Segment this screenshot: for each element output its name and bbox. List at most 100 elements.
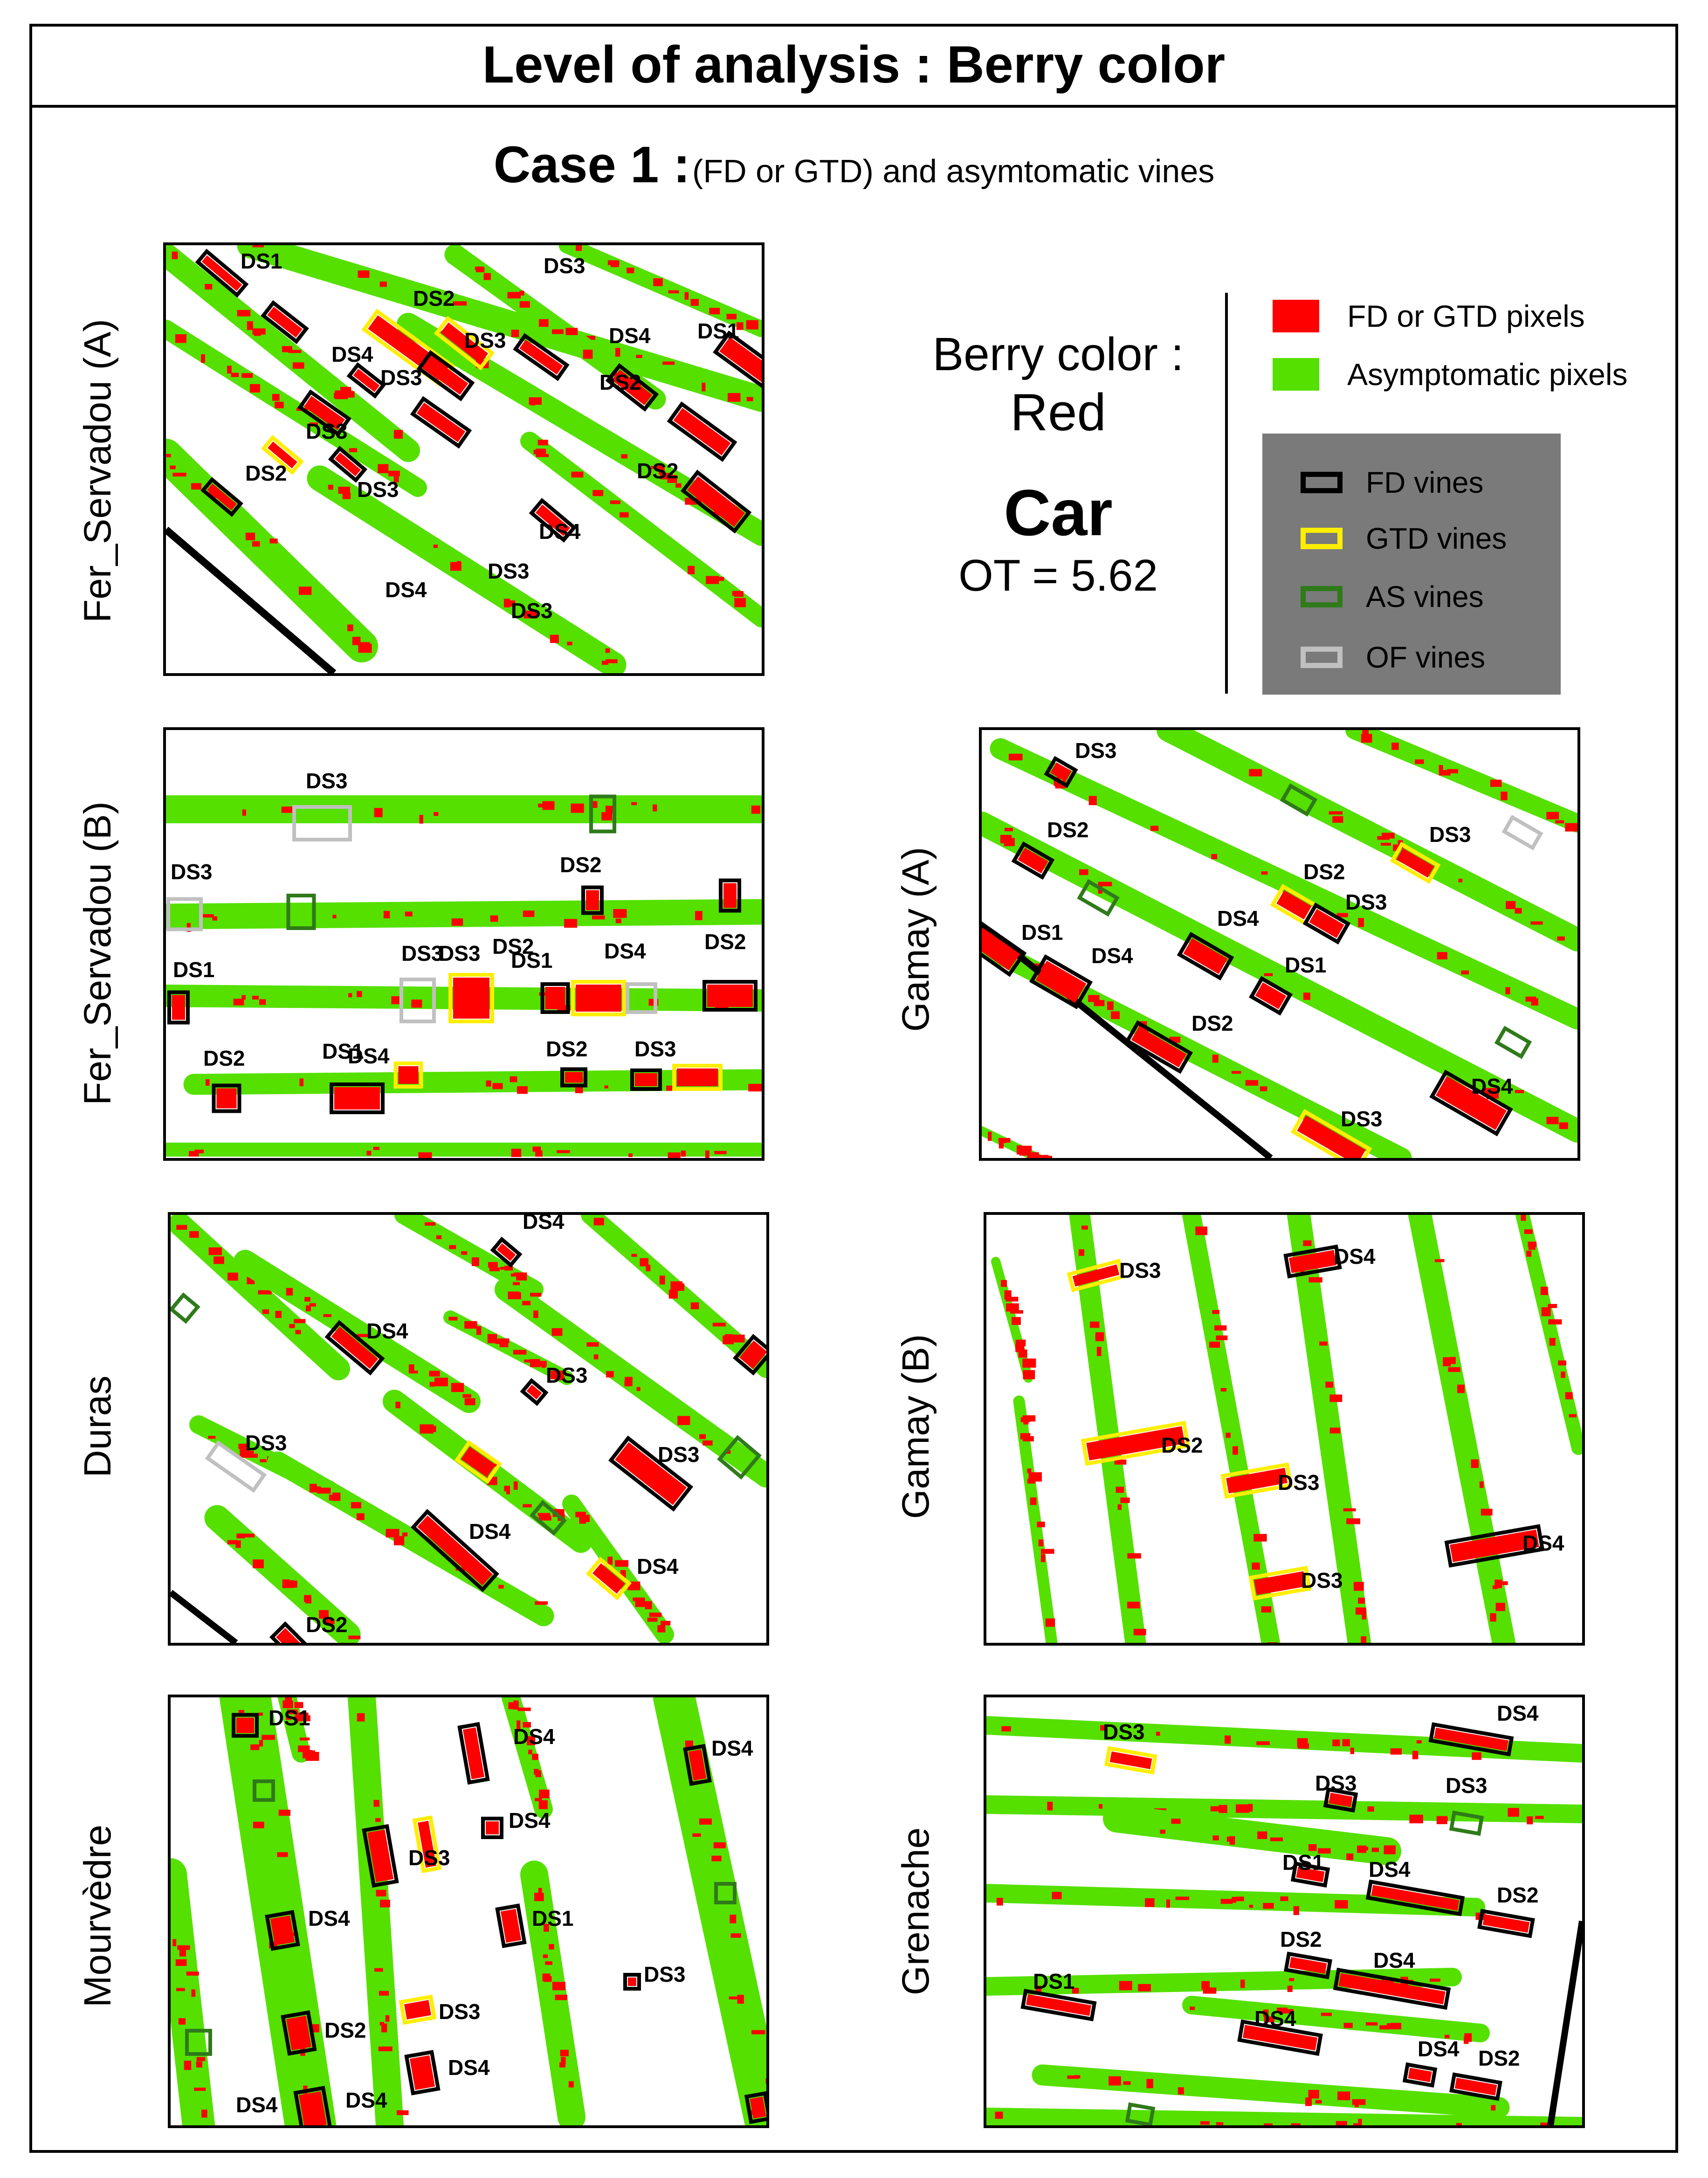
symptom-pixel-cluster	[545, 1961, 553, 1965]
symptom-pixel-cluster	[517, 1720, 521, 1730]
symptom-pixel-cluster	[713, 1842, 726, 1848]
ds-tag: DS4	[1217, 906, 1259, 930]
symptom-pixel-cluster	[1226, 1433, 1231, 1438]
symptom-pixel-cluster	[1391, 742, 1399, 750]
symptom-pixel-cluster	[1171, 1819, 1181, 1824]
vine-symptom-fill	[719, 337, 762, 386]
symptom-pixel-cluster	[1232, 1896, 1237, 1903]
symptom-pixel-cluster	[605, 648, 610, 653]
symptom-pixel-cluster	[610, 500, 620, 504]
symptom-pixel-cluster	[1010, 1310, 1023, 1314]
vine-box	[589, 794, 616, 834]
label-mourvedre: Mourvèdre	[76, 1825, 119, 2007]
vine-symptom-fill	[299, 2091, 327, 2125]
symptom-pixel-cluster	[1546, 812, 1559, 820]
symptom-pixel-cluster	[1297, 1738, 1308, 1747]
symptom-pixel-cluster	[241, 995, 246, 1000]
symptom-pixel-cluster	[604, 1085, 608, 1089]
symptom-pixel-cluster	[657, 1625, 666, 1633]
legend-gtd-vines: GTD vines	[1301, 521, 1507, 556]
symptom-pixel-cluster	[1526, 1250, 1532, 1257]
symptom-pixel-cluster	[1252, 1562, 1260, 1570]
ds-tag: DS3	[357, 477, 399, 502]
symptom-pixel-cluster	[1280, 1896, 1288, 1901]
as-vines-label: AS vines	[1366, 580, 1484, 613]
symptom-pixel-cluster	[568, 2081, 574, 2088]
symptom-pixel-cluster	[659, 1275, 665, 1285]
vine-box	[261, 300, 309, 345]
symptom-pixel-cluster	[1023, 1421, 1029, 1425]
legend-divider	[1225, 293, 1228, 694]
vine-box	[481, 1817, 503, 1839]
vine-box	[1449, 1810, 1484, 1836]
vine-row-vegetation	[1103, 1805, 1401, 1865]
symptom-pixel-cluster	[1004, 827, 1013, 832]
vine-box	[281, 2010, 317, 2056]
symptom-pixel-cluster	[1308, 2090, 1319, 2099]
symptom-pixel-cluster	[1109, 2076, 1121, 2086]
vine-box	[714, 1882, 737, 1904]
vine-symptom-fill	[707, 985, 753, 1007]
symptom-pixel-cluster	[332, 1492, 341, 1501]
symptom-pixel-cluster	[1358, 1598, 1365, 1604]
symptom-pixel-cluster	[278, 1809, 290, 1816]
vine-symptom-fill	[1288, 1250, 1337, 1273]
symptom-pixel-cluster	[253, 1559, 264, 1569]
symptom-pixel-cluster	[1558, 1360, 1566, 1366]
vine-symptom-fill	[1454, 2078, 1497, 2095]
symptom-pixel-cluster	[172, 251, 178, 259]
ds-tag: DS4	[469, 1519, 511, 1544]
symptom-pixel-cluster	[1309, 1844, 1317, 1851]
ds-tag: DS4	[509, 1808, 551, 1833]
symptom-pixel-cluster	[1261, 871, 1268, 875]
symptom-pixel-cluster	[532, 1753, 538, 1760]
vine-box	[1284, 1951, 1332, 1979]
vine-box	[1494, 1026, 1532, 1059]
symptom-pixel-cluster	[227, 1540, 239, 1544]
grape-code: Car	[1004, 476, 1113, 549]
symptom-pixel-cluster	[677, 1416, 690, 1425]
symptom-pixel-cluster	[448, 1316, 458, 1321]
vine-row-vegetation	[520, 432, 762, 627]
symptom-pixel-cluster	[405, 911, 413, 917]
symptom-pixel-cluster	[1127, 1553, 1141, 1559]
symptom-pixel-cluster	[175, 334, 186, 343]
symptom-pixel-cluster	[393, 476, 399, 482]
ds-tag: DS1	[1021, 920, 1063, 944]
symptom-pixel-cluster	[1303, 993, 1310, 1000]
symptom-pixel-cluster	[751, 2030, 765, 2034]
symptom-pixel-cluster	[357, 1334, 369, 1337]
boundary-line	[171, 1590, 238, 1643]
symptom-pixel-cluster	[1367, 1806, 1374, 1812]
vine-box	[1283, 1244, 1342, 1279]
symptom-pixel-cluster	[592, 915, 605, 920]
vine-symptom-fill	[1109, 1751, 1152, 1769]
symptom-pixel-cluster	[309, 1483, 317, 1493]
symptom-pixel-cluster	[607, 260, 620, 265]
vine-symptom-fill	[526, 1385, 542, 1399]
symptom-pixel-cluster	[352, 636, 361, 645]
ds-tag: DS2	[546, 1037, 587, 1061]
ds-tag: DS3	[408, 1846, 450, 1870]
symptom-pixel-cluster	[253, 1821, 264, 1828]
ds-tag: DS1	[241, 249, 282, 273]
symptom-pixel-cluster	[304, 1297, 310, 1302]
symptom-pixel-cluster	[1491, 2105, 1496, 2111]
symptom-pixel-cluster	[1437, 952, 1447, 960]
symptom-pixel-cluster	[1318, 1848, 1331, 1854]
vine-box	[1323, 1787, 1358, 1813]
boundary-line	[1547, 1920, 1582, 2125]
symptom-pixel-cluster	[1450, 1357, 1456, 1364]
ds-tag: DS3	[1119, 1258, 1161, 1282]
symptom-pixel-cluster	[1090, 1321, 1100, 1328]
symptom-pixel-cluster	[606, 659, 618, 663]
vine-symptom-fill	[236, 1717, 254, 1733]
vine-row-vegetation	[986, 1795, 1582, 1823]
symptom-pixel-cluster	[533, 1310, 538, 1318]
symptom-pixel-cluster	[194, 1150, 204, 1153]
symptom-pixel-cluster	[1506, 901, 1516, 909]
ds-tag: DS4	[1091, 944, 1133, 968]
vine-symptom-fill	[1253, 1571, 1307, 1595]
symptom-pixel-cluster	[269, 538, 278, 544]
legend-asymptomatic-pixels: Asymptomatic pixels	[1273, 357, 1628, 392]
